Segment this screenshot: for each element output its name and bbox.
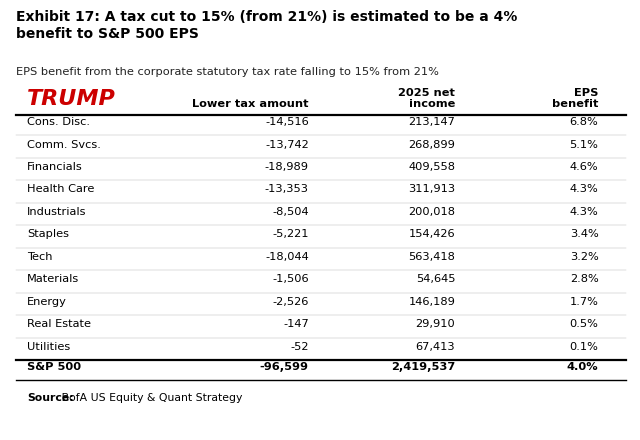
Text: 3.2%: 3.2% <box>570 252 598 262</box>
Text: 3.4%: 3.4% <box>570 229 598 239</box>
Text: S&P 500: S&P 500 <box>27 362 81 372</box>
Text: 4.3%: 4.3% <box>570 184 598 194</box>
Text: 2025 net
income: 2025 net income <box>398 88 455 109</box>
Text: -147: -147 <box>283 319 308 329</box>
Text: Staples: Staples <box>27 229 69 239</box>
Text: Financials: Financials <box>27 162 83 172</box>
Text: -1,506: -1,506 <box>272 274 308 284</box>
Text: -2,526: -2,526 <box>273 297 308 307</box>
Text: Health Care: Health Care <box>27 184 94 194</box>
Text: 4.0%: 4.0% <box>567 362 598 372</box>
Text: 0.5%: 0.5% <box>570 319 598 329</box>
Text: Utilities: Utilities <box>27 342 70 352</box>
Text: Tech: Tech <box>27 252 52 262</box>
Text: Cons. Disc.: Cons. Disc. <box>27 117 90 127</box>
Text: -13,353: -13,353 <box>265 184 308 194</box>
Text: EPS benefit from the corporate statutory tax rate falling to 15% from 21%: EPS benefit from the corporate statutory… <box>16 67 439 77</box>
Text: Industrials: Industrials <box>27 207 86 217</box>
Text: 311,913: 311,913 <box>408 184 455 194</box>
Text: 200,018: 200,018 <box>408 207 455 217</box>
Text: Exhibit 17: A tax cut to 15% (from 21%) is estimated to be a 4%
benefit to S&P 5: Exhibit 17: A tax cut to 15% (from 21%) … <box>16 10 517 41</box>
Text: Lower tax amount: Lower tax amount <box>192 99 308 109</box>
Text: -8,504: -8,504 <box>272 207 308 217</box>
Text: 6.8%: 6.8% <box>570 117 598 127</box>
Text: -52: -52 <box>291 342 308 352</box>
Text: -5,221: -5,221 <box>272 229 308 239</box>
Text: 1.7%: 1.7% <box>570 297 598 307</box>
Text: Real Estate: Real Estate <box>27 319 91 329</box>
Text: 67,413: 67,413 <box>415 342 455 352</box>
Text: 29,910: 29,910 <box>415 319 455 329</box>
Text: 4.3%: 4.3% <box>570 207 598 217</box>
Text: 2,419,537: 2,419,537 <box>391 362 455 372</box>
Text: Materials: Materials <box>27 274 79 284</box>
Text: -96,599: -96,599 <box>260 362 308 372</box>
Text: BofA US Equity & Quant Strategy: BofA US Equity & Quant Strategy <box>58 392 242 403</box>
Text: TRUMP: TRUMP <box>27 89 116 109</box>
Text: 213,147: 213,147 <box>408 117 455 127</box>
Text: EPS
benefit: EPS benefit <box>552 88 598 109</box>
Text: 54,645: 54,645 <box>415 274 455 284</box>
Text: -18,989: -18,989 <box>265 162 308 172</box>
Text: 5.1%: 5.1% <box>570 139 598 150</box>
Text: 146,189: 146,189 <box>408 297 455 307</box>
Text: 2.8%: 2.8% <box>570 274 598 284</box>
Text: -13,742: -13,742 <box>265 139 308 150</box>
Text: 409,558: 409,558 <box>408 162 455 172</box>
Text: Energy: Energy <box>27 297 67 307</box>
Text: -14,516: -14,516 <box>265 117 308 127</box>
Text: 0.1%: 0.1% <box>570 342 598 352</box>
Text: 563,418: 563,418 <box>408 252 455 262</box>
Text: -18,044: -18,044 <box>265 252 308 262</box>
Text: 4.6%: 4.6% <box>570 162 598 172</box>
Text: 154,426: 154,426 <box>408 229 455 239</box>
Text: Source:: Source: <box>27 392 74 403</box>
Text: Comm. Svcs.: Comm. Svcs. <box>27 139 101 150</box>
Text: 268,899: 268,899 <box>408 139 455 150</box>
